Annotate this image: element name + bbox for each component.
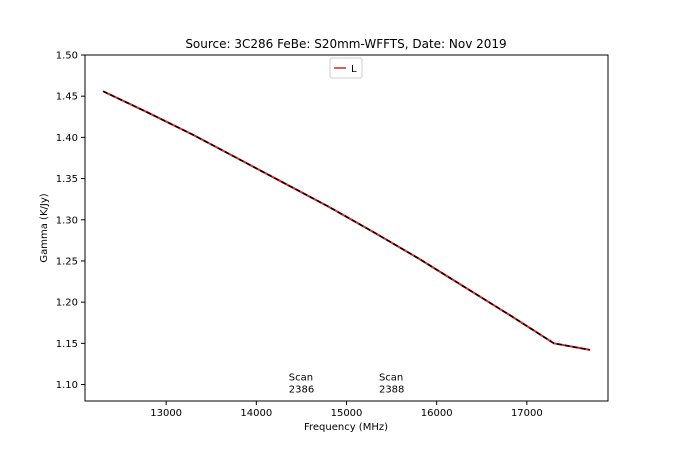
x-tick-label: 14000 [240, 408, 272, 419]
y-axis-label: Gamma (K/Jy) [39, 193, 50, 262]
x-tick-label: 16000 [421, 408, 453, 419]
plot-frame [84, 54, 609, 402]
scan-annotation-number: 2388 [379, 385, 404, 396]
chart-title: Source: 3C286 FeBe: S20mm-WFFTS, Date: N… [185, 37, 506, 51]
y-tick-label: 1.35 [56, 174, 78, 185]
x-tick-label: 15000 [331, 408, 363, 419]
legend-label-L: L [351, 64, 357, 75]
y-tick-label: 1.10 [56, 380, 78, 391]
x-axis: 13000 14000 15000 16000 17000 [150, 401, 543, 419]
y-tick-label: 1.30 [56, 215, 78, 226]
scan-annotation-label: Scan [379, 373, 403, 384]
plot-area [84, 54, 609, 402]
x-tick-label: 17000 [511, 408, 543, 419]
y-tick-label: 1.25 [56, 256, 78, 267]
y-tick-label: 1.15 [56, 339, 78, 350]
y-axis: 1.10 1.15 1.20 1.25 1.30 1.35 1.40 1.45 1.50 [56, 51, 85, 391]
y-tick-label: 1.50 [56, 51, 78, 62]
x-tick-label: 13000 [150, 408, 182, 419]
scan-annotation-number: 2386 [289, 385, 314, 396]
scan-annotation-label: Scan [289, 373, 313, 384]
legend: L [329, 57, 363, 79]
series-line-L [102, 90, 591, 351]
series-layer [102, 90, 591, 351]
fit-line-dashed [102, 90, 591, 351]
y-tick-label: 1.40 [56, 133, 78, 144]
x-axis-label: Frequency (MHz) [304, 422, 388, 433]
y-tick-label: 1.20 [56, 298, 78, 309]
y-tick-label: 1.45 [56, 92, 78, 103]
